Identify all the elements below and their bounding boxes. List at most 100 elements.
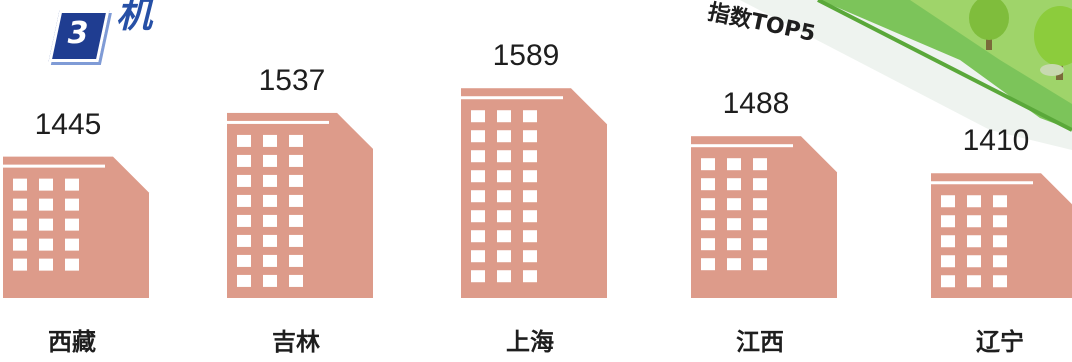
bar-window: [727, 258, 741, 271]
tree-icon: [969, 0, 1009, 50]
bar-window: [13, 218, 27, 231]
bar-window: [289, 254, 303, 267]
bar-window: [497, 230, 511, 243]
bar-window: [753, 238, 767, 251]
bar-window: [13, 238, 27, 251]
bar-window: [523, 190, 537, 203]
bar-window: [289, 234, 303, 247]
bar-window: [13, 258, 27, 271]
bar-window: [39, 238, 53, 251]
bar-window: [967, 255, 981, 268]
bar-window: [471, 210, 485, 223]
bar-window: [701, 158, 715, 171]
bar-window: [941, 275, 955, 288]
bar-window: [237, 174, 251, 187]
bar-window: [727, 238, 741, 251]
bar-window: [967, 235, 981, 248]
bar-window: [263, 174, 277, 187]
category-label: 江西: [736, 328, 784, 356]
bar-window: [39, 198, 53, 211]
bar-window: [753, 178, 767, 191]
bar-window: [237, 154, 251, 167]
bar-window: [263, 214, 277, 227]
bar-window: [471, 110, 485, 123]
bar-window: [263, 134, 277, 147]
bar-window: [497, 190, 511, 203]
bar-window: [753, 258, 767, 271]
bar-window: [471, 130, 485, 143]
bar-window: [263, 274, 277, 287]
bar-window: [523, 130, 537, 143]
bar-window: [993, 255, 1007, 268]
bar-window: [471, 250, 485, 263]
bar-roof-line: [3, 164, 105, 168]
bar-window: [497, 170, 511, 183]
bar-window: [263, 234, 277, 247]
bar-window: [967, 215, 981, 228]
bar-side: [1041, 173, 1072, 298]
hill-edge: [817, 0, 1072, 132]
bar-window: [237, 214, 251, 227]
bar-window: [263, 154, 277, 167]
bar-window: [65, 218, 79, 231]
bar-window: [237, 254, 251, 267]
bar-window: [993, 235, 1007, 248]
bar-roof-line: [931, 181, 1033, 185]
bar-window: [967, 275, 981, 288]
bar-window: [289, 154, 303, 167]
bar-window: [13, 178, 27, 191]
bar-side: [571, 88, 607, 298]
bar-window: [289, 174, 303, 187]
bar-window: [39, 218, 53, 231]
bar-window: [993, 195, 1007, 208]
tree-icon: [1034, 6, 1072, 80]
bar-window: [701, 258, 715, 271]
bar-window: [701, 218, 715, 231]
bar-window: [289, 194, 303, 207]
data-label: 1589: [492, 39, 560, 73]
bar-5: [931, 173, 1072, 298]
bar-window: [497, 250, 511, 263]
bar-window: [701, 238, 715, 251]
bar-window: [237, 194, 251, 207]
bar-window: [263, 254, 277, 267]
category-label: 上海: [506, 328, 554, 356]
bar-window: [471, 190, 485, 203]
bar-window: [701, 198, 715, 211]
bar-roof-line: [461, 96, 563, 100]
bar-window: [941, 235, 955, 248]
bar-window: [523, 230, 537, 243]
data-label: 1537: [258, 63, 326, 97]
bar-window: [753, 158, 767, 171]
bar-window: [523, 270, 537, 283]
data-label: 1488: [722, 87, 790, 121]
bar-window: [263, 194, 277, 207]
bar-window: [753, 218, 767, 231]
bar-3: [461, 88, 607, 298]
bar-window: [471, 150, 485, 163]
bar-roof-line: [227, 120, 329, 124]
bar-window: [727, 178, 741, 191]
bar-window: [727, 218, 741, 231]
section-number: 3: [67, 16, 89, 51]
bar-4: [691, 136, 837, 298]
bar-window: [65, 238, 79, 251]
bar-window: [471, 230, 485, 243]
bar-window: [523, 150, 537, 163]
bar-window: [753, 198, 767, 211]
category-label: 辽宁: [976, 328, 1024, 356]
bar-roof-line: [691, 144, 793, 148]
bar-window: [523, 110, 537, 123]
bar-window: [497, 210, 511, 223]
category-label: 吉林: [272, 328, 320, 356]
bar-window: [289, 214, 303, 227]
bar-window: [967, 195, 981, 208]
data-label: 1410: [962, 124, 1030, 158]
category-label: 西藏: [48, 328, 96, 356]
bar-window: [701, 178, 715, 191]
bar-window: [65, 198, 79, 211]
bar-window: [727, 198, 741, 211]
bar-window: [65, 258, 79, 271]
bar-window: [497, 110, 511, 123]
